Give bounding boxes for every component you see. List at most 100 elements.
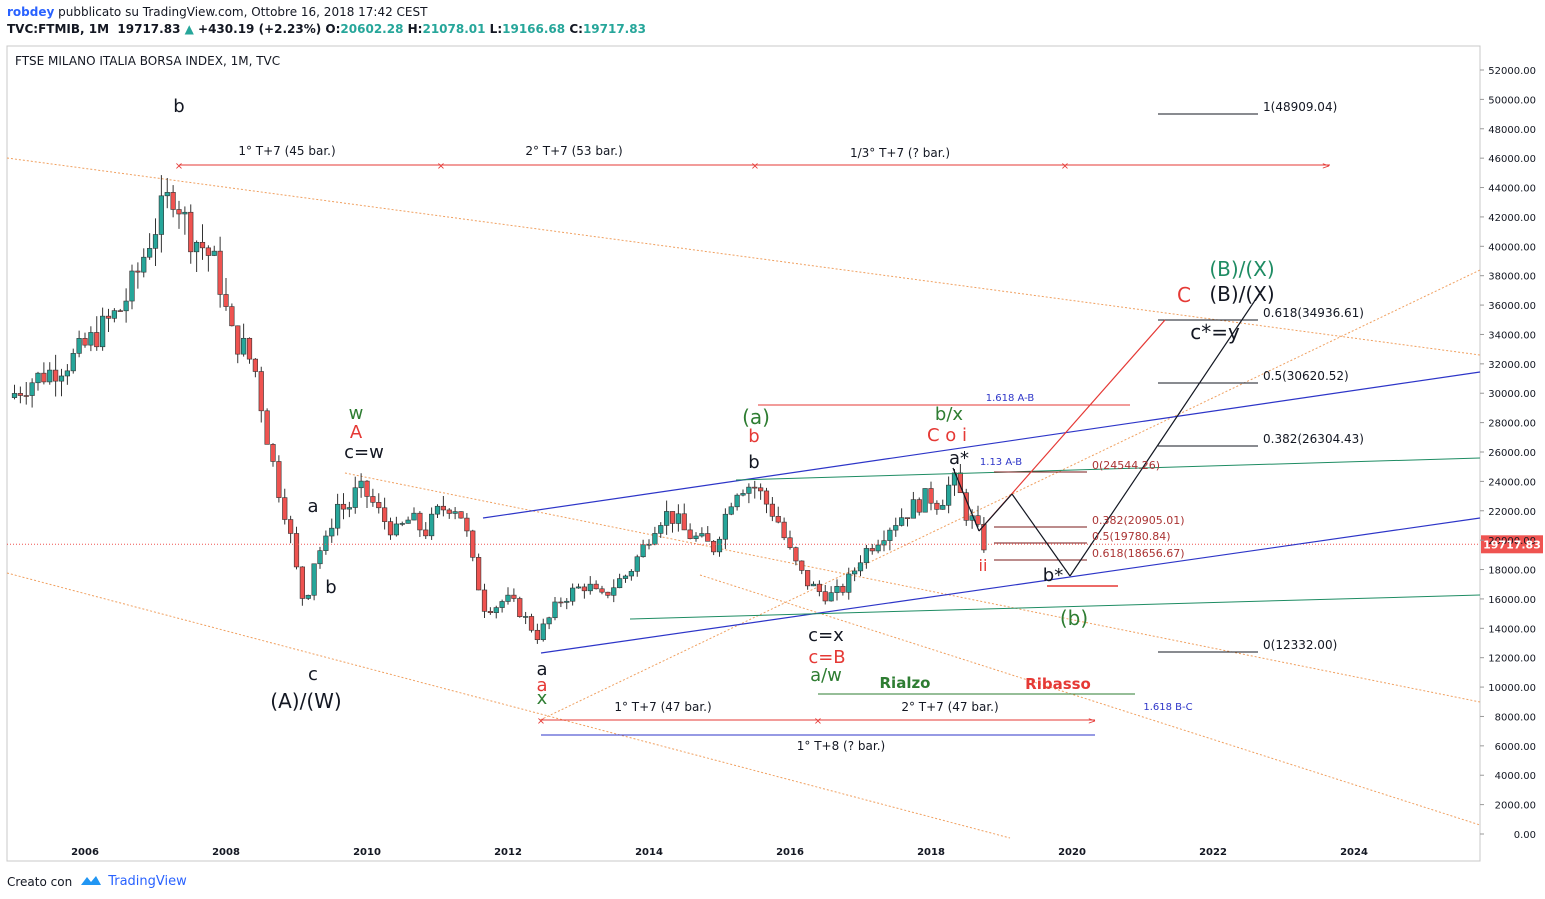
y-tick-label: 12000.00 xyxy=(1488,654,1536,665)
o-label: O: xyxy=(325,22,341,36)
price-axis[interactable]: 52000.00 50000.00 48000.00 46000.00 44000.00… xyxy=(1480,66,1536,841)
candle-body xyxy=(575,586,582,589)
candle-body xyxy=(276,461,282,498)
candle-body xyxy=(746,486,752,494)
wave-c-w: c=w xyxy=(344,442,384,463)
green-trendline-upper xyxy=(735,457,1481,481)
candle-body xyxy=(158,195,164,235)
candle-body xyxy=(893,525,899,531)
candle-body xyxy=(11,393,18,398)
candle-body xyxy=(940,504,946,510)
candle-body xyxy=(775,516,781,523)
publish-date: pubblicato su TradingView.com, Ottobre 1… xyxy=(58,5,428,19)
x-tick-label: 2012 xyxy=(494,847,522,858)
fib-label-small: 0.618(18656.67) xyxy=(1092,547,1185,560)
candle-body xyxy=(446,509,452,514)
plot-frame xyxy=(6,45,1481,862)
candle-body xyxy=(740,493,746,496)
candle-body xyxy=(258,371,264,412)
green-trendline-lower xyxy=(629,594,1481,620)
y-tick-label: 34000.00 xyxy=(1488,330,1536,341)
y-tick-label: 18000.00 xyxy=(1488,566,1536,577)
candle-body xyxy=(716,538,723,553)
candle-body xyxy=(887,529,893,541)
candle-body xyxy=(264,410,270,445)
h-label: H: xyxy=(407,22,423,36)
candle-body xyxy=(652,533,658,545)
candle-body xyxy=(53,369,59,382)
wave-ii: ii xyxy=(979,556,988,575)
candle-body xyxy=(105,315,112,319)
candle-body xyxy=(23,395,29,397)
candle-body xyxy=(35,372,41,384)
candle-body xyxy=(235,325,241,355)
candle-body xyxy=(499,601,505,608)
cycle-marker: × xyxy=(751,161,759,172)
candle-body xyxy=(164,192,170,197)
candle-body xyxy=(863,548,869,564)
wave-a-w: a/w xyxy=(810,665,842,686)
candle-body xyxy=(899,517,905,526)
candle-body xyxy=(17,393,23,396)
y-tick-label: 6000.00 xyxy=(1495,742,1536,753)
fib-label-small: 0(24544.26) xyxy=(1092,459,1160,472)
fib-label-small: 0.382(20905.01) xyxy=(1092,514,1185,527)
candle-body xyxy=(64,370,70,377)
candle-body xyxy=(399,523,405,525)
candle-body xyxy=(340,503,347,510)
candle-body xyxy=(88,332,94,346)
candle-body xyxy=(188,211,194,253)
candle-body xyxy=(922,488,928,513)
candle-body xyxy=(705,533,711,542)
y-tick-label: 30000.00 xyxy=(1488,389,1536,400)
candle-body xyxy=(387,521,394,536)
y-tick-label: 16000.00 xyxy=(1488,595,1536,606)
candle-body xyxy=(546,617,552,625)
candle-body xyxy=(135,270,141,273)
candle-body xyxy=(787,537,793,548)
candle-body xyxy=(241,337,247,355)
candle-body xyxy=(417,512,423,531)
wave-C-o-i: C o i xyxy=(927,425,967,446)
wave-a-paren: (a) xyxy=(742,405,770,429)
candle-body xyxy=(611,587,617,596)
candle-body xyxy=(346,507,352,510)
fib-label-large: 1(48909.04) xyxy=(1263,100,1337,114)
candle-body xyxy=(599,588,605,593)
candle-body xyxy=(458,511,464,519)
candle-body xyxy=(246,337,253,360)
y-tick-label: 50000.00 xyxy=(1488,95,1536,106)
cycle-arrowhead: > xyxy=(1088,716,1096,727)
candle-body xyxy=(810,583,817,587)
candle-body xyxy=(70,353,76,372)
candle-body xyxy=(358,480,364,489)
candle-body xyxy=(223,294,229,307)
wave-c: c xyxy=(308,664,318,685)
candle-body xyxy=(828,592,834,602)
y-tick-label: 42000.00 xyxy=(1488,213,1536,224)
candle-body xyxy=(111,310,117,319)
candle-body xyxy=(152,234,159,249)
y-tick-label: 46000.00 xyxy=(1488,154,1536,165)
candle-body xyxy=(123,300,129,312)
cycle-marker: × xyxy=(437,161,445,172)
candle-body xyxy=(370,496,376,503)
candle-body xyxy=(793,547,799,562)
candle-body xyxy=(429,513,435,537)
x-tick-label: 2016 xyxy=(776,847,804,858)
y-tick-label: 0.00 xyxy=(1514,830,1536,841)
candle-body xyxy=(834,586,840,593)
y-tick-label: 22000.00 xyxy=(1488,507,1536,518)
candle-body xyxy=(323,535,329,551)
candle-body xyxy=(857,562,864,572)
cycle-label-1: 1° T+7 (45 bar.) xyxy=(238,144,335,158)
wave-a: a xyxy=(307,496,318,517)
tradingview-link[interactable]: TradingView xyxy=(108,874,187,889)
wave-x: x xyxy=(537,688,548,709)
projection-path xyxy=(1069,289,1263,577)
candle-body xyxy=(205,247,211,256)
author-link[interactable]: robdey xyxy=(7,5,55,19)
time-axis[interactable]: 2006 2008 2010 2012 2014 2016 2018 2020 2022 2024 xyxy=(71,847,1368,858)
change: +430.19 (+2.23%) xyxy=(198,22,322,36)
